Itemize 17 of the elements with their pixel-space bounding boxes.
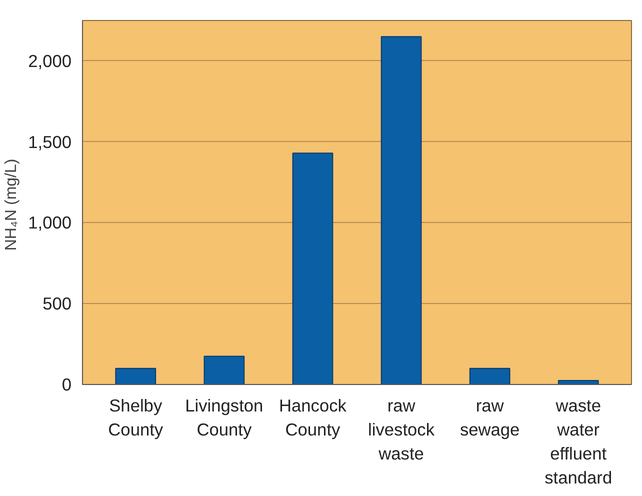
x-tick-label: waste water effluent standard [544,396,612,488]
y-tick-label: 2,000 [28,50,72,71]
y-tick-label: 1,500 [28,132,72,152]
y-axis-title: NH₄N (mg/L) [3,158,20,251]
x-tick-label: Shelby County [108,396,164,440]
bar [292,152,334,384]
y-tick-label: 500 [42,294,72,314]
x-tick-label: raw livestock waste [368,396,435,464]
x-tick-label: Livingston County [185,396,264,440]
x-tick-label: raw sewage [460,396,520,440]
bar [469,368,510,384]
bar [204,356,245,384]
y-tick-label: 0 [62,374,72,394]
bar [380,36,422,384]
bar [115,368,156,384]
x-tick-label: Hancock County [279,396,347,440]
y-tick-label: 1,000 [28,212,72,233]
